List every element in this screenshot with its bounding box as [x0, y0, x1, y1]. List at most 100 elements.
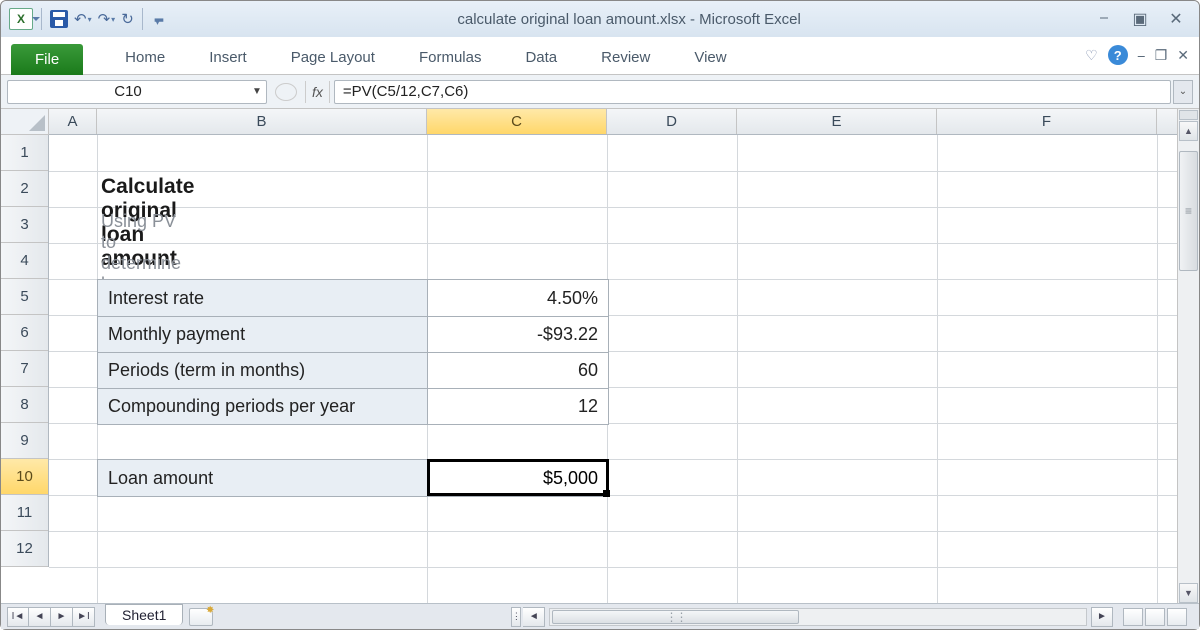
column-header[interactable]: E [737, 109, 937, 134]
window-title: calculate original loan amount.xlsx - Mi… [163, 11, 1095, 28]
row-header[interactable]: 5 [1, 279, 48, 315]
title-bar: X ↶▾ ↷▾ ↻ ▂▾ calculate original loan amo… [1, 1, 1199, 37]
column-header[interactable]: C [427, 109, 607, 134]
first-sheet-button[interactable]: I◄ [7, 607, 29, 627]
undo-button[interactable]: ↶▾ [74, 10, 92, 28]
separator [142, 8, 143, 30]
table-row: Monthly payment -$93.22 [98, 316, 608, 352]
minimize-ribbon-icon[interactable]: ♡ [1085, 47, 1098, 64]
customize-qat-icon[interactable]: ▂▾ [155, 13, 163, 25]
minimize-button[interactable]: ⎯ [1095, 9, 1113, 29]
column-header[interactable]: A [49, 109, 97, 134]
window-restore-icon[interactable]: ❐ [1155, 47, 1168, 64]
selected-cell[interactable]: $5,000 [427, 459, 609, 496]
value-cell[interactable]: 4.50% [428, 280, 608, 316]
formula-input[interactable]: =PV(C5/12,C7,C6) [334, 80, 1171, 104]
vertical-scrollbar[interactable]: ▲ ▼ [1177, 109, 1199, 605]
touch-mode-icon[interactable]: ↻ [121, 10, 134, 28]
ribbon-tabs: File Home Insert Page Layout Formulas Da… [1, 37, 1199, 75]
sheet-tab[interactable]: Sheet1 [105, 604, 183, 625]
formula-buttons [267, 83, 305, 101]
window-close-icon[interactable]: ✕ [1177, 47, 1189, 64]
label-cell[interactable]: Periods (term in months) [98, 353, 428, 388]
row-header[interactable]: 11 [1, 495, 48, 531]
last-sheet-button[interactable]: ►I [73, 607, 95, 627]
sheet-grid[interactable]: ABCDEF 123456789101112 Calculate origina… [1, 109, 1177, 605]
hscroll-thumb[interactable] [552, 610, 798, 624]
next-sheet-button[interactable]: ► [51, 607, 73, 627]
close-button[interactable]: ✕ [1167, 9, 1185, 29]
excel-icon[interactable]: X [9, 8, 33, 30]
scroll-right-button[interactable]: ► [1091, 607, 1113, 627]
cancel-formula-icon[interactable] [275, 83, 297, 101]
horizontal-scrollbar: ⋮ ◄ ► [213, 607, 1199, 627]
sheet-nav-buttons: I◄ ◄ ► ►I [1, 607, 101, 627]
help-icon[interactable]: ? [1108, 45, 1128, 65]
select-all-corner[interactable] [1, 109, 49, 135]
row-header[interactable]: 3 [1, 207, 48, 243]
ribbon-tab[interactable]: View [672, 41, 748, 74]
row-header[interactable]: 8 [1, 387, 48, 423]
fx-icon[interactable]: fx [305, 81, 330, 103]
prev-sheet-button[interactable]: ◄ [29, 607, 51, 627]
maximize-button[interactable]: ▣ [1131, 9, 1149, 29]
column-header[interactable]: D [607, 109, 737, 134]
table-row: Interest rate 4.50% [98, 280, 608, 316]
row-header[interactable]: 1 [1, 135, 48, 171]
expand-formula-bar-icon[interactable]: ⌄ [1173, 80, 1193, 104]
split-handle[interactable] [1179, 110, 1198, 120]
label-cell[interactable]: Compounding periods per year [98, 389, 428, 424]
window-controls: ⎯ ▣ ✕ [1095, 9, 1191, 29]
name-box-dropdown-icon[interactable]: ▼ [248, 86, 266, 97]
sheet-tab-bar: I◄ ◄ ► ►I Sheet1 ⋮ ◄ ► [1, 603, 1199, 629]
ribbon-tab[interactable]: Review [579, 41, 672, 74]
ribbon-tab[interactable]: Page Layout [269, 41, 397, 74]
value-cell[interactable]: 12 [428, 389, 608, 424]
scroll-left-button[interactable]: ◄ [523, 607, 545, 627]
row-header[interactable]: 2 [1, 171, 48, 207]
ribbon-tab[interactable]: Formulas [397, 41, 504, 74]
redo-button[interactable]: ↷▾ [98, 10, 116, 28]
new-sheet-button[interactable] [189, 608, 213, 626]
worksheet-area: ABCDEF 123456789101112 Calculate origina… [1, 109, 1199, 605]
row-header[interactable]: 12 [1, 531, 48, 567]
row-header[interactable]: 10 [1, 459, 48, 495]
page-break-view-icon[interactable] [1167, 608, 1187, 626]
fill-handle[interactable] [603, 490, 610, 497]
label-cell[interactable]: Interest rate [98, 280, 428, 316]
scrollbar-thumb[interactable] [1179, 151, 1198, 271]
name-box-value: C10 [8, 83, 248, 100]
value-cell[interactable]: -$93.22 [428, 317, 608, 352]
normal-view-icon[interactable] [1123, 608, 1143, 626]
page-layout-view-icon[interactable] [1145, 608, 1165, 626]
row-headers: 123456789101112 [1, 135, 49, 567]
scroll-down-button[interactable]: ▼ [1179, 583, 1198, 603]
file-tab[interactable]: File [11, 44, 83, 75]
window-minimize-icon[interactable]: ⎯ [1138, 47, 1145, 64]
ribbon-tab[interactable]: Insert [187, 41, 269, 74]
column-header[interactable]: B [97, 109, 427, 134]
hscroll-track[interactable] [549, 608, 1087, 626]
input-table: Interest rate 4.50% Monthly payment -$93… [97, 279, 609, 425]
scroll-up-button[interactable]: ▲ [1179, 121, 1198, 141]
label-cell[interactable]: Monthly payment [98, 317, 428, 352]
view-mode-icons [1115, 608, 1195, 626]
column-header[interactable]: F [937, 109, 1157, 134]
separator [41, 8, 42, 30]
row-header[interactable]: 4 [1, 243, 48, 279]
row-header[interactable]: 6 [1, 315, 48, 351]
row-header[interactable]: 9 [1, 423, 48, 459]
label-cell[interactable]: Loan amount [98, 460, 428, 496]
selected-cell-value: $5,000 [543, 468, 598, 489]
save-icon[interactable] [50, 10, 68, 28]
value-cell[interactable]: 60 [428, 353, 608, 388]
table-row: Compounding periods per year 12 [98, 388, 608, 424]
row-header[interactable]: 7 [1, 351, 48, 387]
tab-split-handle[interactable]: ⋮ [511, 607, 521, 627]
table-row: Periods (term in months) 60 [98, 352, 608, 388]
ribbon-tab[interactable]: Home [103, 41, 187, 74]
ribbon-tab[interactable]: Data [503, 41, 579, 74]
column-headers: ABCDEF [49, 109, 1177, 135]
formula-bar-row: C10 ▼ fx =PV(C5/12,C7,C6) ⌄ [1, 75, 1199, 109]
name-box[interactable]: C10 ▼ [7, 80, 267, 104]
